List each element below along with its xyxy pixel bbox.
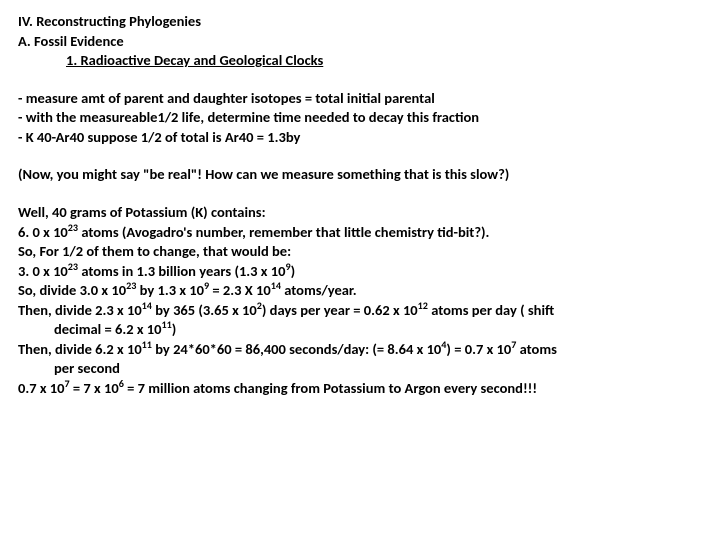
calc-text: Then, divide 2.3 x 10 (18, 301, 142, 319)
calc-text: atoms/year. (281, 281, 357, 299)
calc-text: = 7 million atoms changing from Potassiu… (124, 379, 537, 397)
exponent: 11 (142, 338, 152, 351)
calc-line: Well, 40 grams of Potassium (K) contains… (18, 203, 702, 223)
calc-line: Then, divide 6.2 x 1011 by 24*60*60 = 86… (18, 340, 702, 360)
calc-text: ) = 0.7 x 10 (446, 340, 511, 358)
calc-line-continuation: per second (18, 359, 702, 379)
exponent: 23 (68, 221, 78, 234)
heading-subsection: A. Fossil Evidence (18, 32, 702, 52)
bullet-line: - measure amt of parent and daughter iso… (18, 89, 702, 109)
exponent: 14 (271, 279, 281, 292)
calc-line-continuation: decimal = 6.2 x 1011) (18, 320, 702, 340)
exponent: 23 (68, 260, 78, 273)
exponent: 23 (126, 279, 136, 292)
exponent: 12 (418, 299, 428, 312)
calc-line: 3. 0 x 1023 atoms in 1.3 billion years (… (18, 262, 702, 282)
calc-text: atoms (516, 340, 557, 358)
calc-line: 6. 0 x 1023 atoms (Avogadro's number, re… (18, 223, 702, 243)
calc-line: 0.7 x 107 = 7 x 106 = 7 million atoms ch… (18, 379, 702, 399)
calc-text: atoms in 1.3 billion years (1.3 x 10 (78, 262, 285, 280)
spacer (18, 147, 702, 165)
calc-text: ) (172, 320, 177, 338)
calc-text: atoms per day ( shift (428, 301, 554, 319)
bullet-line: - K 40-Ar40 suppose 1/2 of total is Ar40… (18, 128, 702, 148)
calc-text: 3. 0 x 10 (18, 262, 68, 280)
exponent: 14 (142, 299, 152, 312)
calc-text: ) days per year = 0.62 x 10 (262, 301, 418, 319)
calc-text: = 7 x 10 (70, 379, 119, 397)
calc-text: ) (291, 262, 296, 280)
calc-line: So, For 1/2 of them to change, that woul… (18, 242, 702, 262)
calc-line: Then, divide 2.3 x 1014 by 365 (3.65 x 1… (18, 301, 702, 321)
calc-text: Then, divide 6.2 x 10 (18, 340, 142, 358)
calc-text: 6. 0 x 10 (18, 223, 68, 241)
calc-text: So, divide 3.0 x 10 (18, 281, 126, 299)
calc-text: atoms (Avogadro's number, remember that … (78, 223, 489, 241)
aside-line: (Now, you might say "be real"! How can w… (18, 165, 702, 185)
bullet-line: - with the measureable1/2 life, determin… (18, 108, 702, 128)
calc-text: 0.7 x 10 (18, 379, 65, 397)
calc-line: So, divide 3.0 x 1023 by 1.3 x 109 = 2.3… (18, 281, 702, 301)
spacer (18, 185, 702, 203)
heading-section: IV. Reconstructing Phylogenies (18, 12, 702, 32)
calc-text: by 1.3 x 10 (136, 281, 204, 299)
spacer (18, 71, 702, 89)
calc-text: by 24*60*60 = 86,400 seconds/day: (= 8.6… (152, 340, 441, 358)
calc-text: decimal = 6.2 x 10 (54, 320, 162, 338)
calc-text: = 2.3 X 10 (209, 281, 271, 299)
calc-text: by 365 (3.65 x 10 (152, 301, 257, 319)
heading-topic: 1. Radioactive Decay and Geological Cloc… (18, 51, 702, 71)
exponent: 11 (162, 318, 172, 331)
